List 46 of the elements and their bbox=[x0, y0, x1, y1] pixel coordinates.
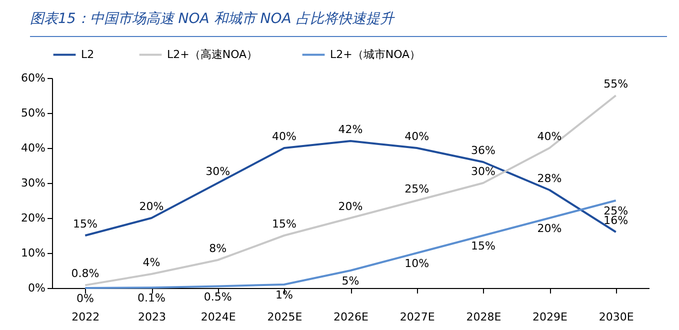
y-tick-label: 20% bbox=[21, 212, 46, 224]
y-tick-label: 50% bbox=[21, 106, 46, 120]
data-label: 36% bbox=[470, 144, 496, 157]
data-label: 28% bbox=[537, 172, 562, 185]
data-label: 40% bbox=[272, 130, 296, 143]
y-tick-label: 60% bbox=[21, 72, 46, 84]
chart-title: 图表15：中国市场高速 NOA 和城市 NOA 占比将快速提升 bbox=[30, 10, 667, 37]
data-label: 25% bbox=[404, 182, 430, 196]
data-label: 55% bbox=[604, 78, 628, 90]
data-label: 40% bbox=[537, 130, 562, 143]
data-label: 42% bbox=[338, 123, 363, 136]
data-label: 10% bbox=[404, 257, 430, 270]
x-tick-label: 2028E bbox=[466, 310, 502, 324]
data-label: 0.1% bbox=[138, 292, 166, 305]
data-label: 15% bbox=[72, 218, 98, 230]
data-label: 40% bbox=[404, 130, 430, 143]
data-label: 16% bbox=[604, 214, 628, 227]
data-label: 0.5% bbox=[204, 290, 232, 304]
data-label: 4% bbox=[142, 256, 160, 269]
data-label: 30% bbox=[206, 165, 230, 178]
x-tick-label: 2022 bbox=[72, 310, 100, 324]
data-label: 0% bbox=[76, 292, 94, 305]
x-tick-label: 2025E bbox=[267, 310, 302, 324]
data-label: 20% bbox=[338, 200, 363, 213]
data-label: 30% bbox=[470, 165, 496, 178]
data-label: 8% bbox=[209, 242, 227, 255]
data-label: 0.8% bbox=[71, 267, 100, 280]
x-tick-label: 2029E bbox=[532, 310, 568, 324]
legend-label: L2 bbox=[81, 48, 94, 61]
legend-label: L2+（高速NOA） bbox=[167, 48, 258, 61]
data-label: 20% bbox=[139, 200, 164, 213]
data-label: 15% bbox=[470, 240, 496, 252]
y-tick-label: 10% bbox=[21, 246, 46, 260]
y-tick-label: 0% bbox=[28, 282, 46, 294]
x-tick-label: 2023 bbox=[138, 310, 166, 324]
x-tick-label: 2027E bbox=[400, 310, 435, 324]
data-label: 1% bbox=[275, 288, 293, 302]
legend-label: L2+（城市NOA） bbox=[330, 48, 421, 61]
x-tick-label: 2030E bbox=[598, 310, 634, 324]
x-tick-label: 2026E bbox=[334, 310, 369, 324]
data-label: 20% bbox=[537, 222, 562, 235]
x-tick-label: 2024E bbox=[200, 310, 236, 324]
y-tick-label: 30% bbox=[21, 176, 46, 190]
data-label: 5% bbox=[342, 274, 360, 288]
y-tick-label: 40% bbox=[21, 142, 46, 154]
data-label: 15% bbox=[272, 218, 296, 230]
